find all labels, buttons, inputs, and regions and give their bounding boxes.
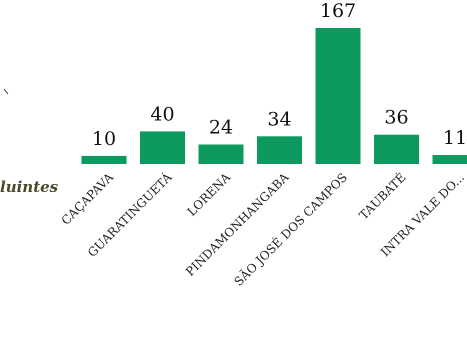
value-labels-group: 10 40 24 34 167 36 11: [92, 0, 467, 150]
bar-3: [198, 144, 244, 164]
value-label-4: 34: [267, 108, 291, 130]
value-label-6: 36: [384, 107, 408, 129]
corner-tick-mark: [3, 88, 9, 95]
bar-4: [257, 136, 302, 164]
category-label-4: PINDAMONHANGABA: [183, 170, 292, 279]
category-label-1: CAÇAPAVA: [59, 170, 117, 228]
bar-2: [140, 131, 185, 164]
value-label-7: 11: [443, 127, 467, 149]
side-label: luintes: [0, 178, 59, 196]
category-label-3: LORENA: [184, 170, 233, 219]
bar-7: [432, 155, 467, 164]
bar-6: [374, 134, 419, 164]
category-label-5: SÃO JOSÉ DOS CAMPOS: [231, 170, 350, 289]
bar-1: [81, 155, 127, 164]
value-label-1: 10: [92, 128, 116, 150]
bar-5: [315, 28, 361, 164]
bars-group: [81, 28, 467, 164]
value-label-2: 40: [150, 103, 174, 125]
value-label-3: 24: [209, 117, 233, 139]
value-label-5: 167: [320, 0, 356, 22]
category-label-6: TAUBATÉ: [356, 170, 409, 223]
